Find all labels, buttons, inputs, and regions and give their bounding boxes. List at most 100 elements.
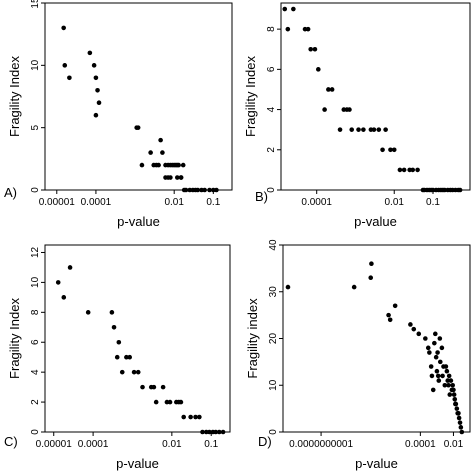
x-axis-title: p-value [116,456,159,471]
y-tick-label: 40 [268,239,279,251]
data-point [447,392,453,397]
data-point [439,345,445,351]
data-point [371,127,377,132]
data-point [178,175,184,180]
data-point [93,75,99,81]
y-tick-label: 8 [30,309,41,315]
data-point [456,411,461,416]
data-point [135,125,141,130]
data-point [376,127,382,132]
data-point [428,364,434,369]
data-point [200,429,205,435]
y-axis-title: Fragility Index [243,56,258,137]
data-point [109,310,115,315]
data-point [55,280,61,285]
x-tick-label: 0.00001 [39,197,76,208]
data-point [448,378,454,383]
data-point [291,6,296,12]
x-tick-label: 0.01 [444,439,464,450]
data-point [416,331,422,337]
data-point [174,175,180,180]
x-tick-label: 0.0000000001 [289,439,353,450]
data-point [435,373,441,379]
y-tick-label: 0 [266,187,277,193]
x-tick-label: 0.0001 [81,197,112,208]
data-point [452,396,458,402]
data-point [349,127,355,132]
data-point [180,162,186,168]
data-point [458,425,464,430]
data-point [401,167,407,173]
data-point [178,399,184,405]
data-point [95,87,100,93]
data-point [140,384,145,390]
data-point [282,6,288,12]
data-point [437,359,443,365]
data-point [322,107,327,112]
data-point [430,387,436,393]
data-point [168,175,173,180]
y-tick-label: 6 [266,66,277,72]
data-point [451,392,457,397]
panel-d: 0.0000000001 0.0001 0.01 0 10 20 30 40 p-value Fr… [245,239,471,471]
data-point [387,317,393,323]
data-point [440,373,445,379]
data-point [446,373,452,379]
x-tick-label: 0.0001 [301,197,332,208]
y-tick-label: 0 [268,429,279,435]
data-point [61,295,67,300]
y-axis-title: Fragility Index [7,298,22,379]
y-axis-title: Fragility Index [7,56,22,137]
data-point [383,127,388,132]
data-point [369,261,374,267]
data-point [119,369,125,375]
data-point [425,345,431,351]
x-axis-title: p-value [355,456,398,471]
data-point [410,167,416,173]
data-point [202,187,207,193]
data-point [62,63,68,68]
data-point [67,265,73,270]
data-point [433,354,439,360]
data-point [356,127,361,132]
data-point [167,399,173,405]
y-tick-label: 8 [266,26,277,32]
panel-label: D) [258,434,272,449]
data-point [316,67,321,72]
data-point [285,26,291,32]
y-tick-label: 30 [268,286,279,298]
data-point [116,339,122,345]
data-point [61,25,66,31]
data-point [397,167,403,173]
data-point [220,429,226,435]
data-point [351,284,357,290]
data-point [87,50,93,56]
data-point [135,369,141,375]
data-point [329,87,335,92]
y-tick-label: 2 [266,147,277,153]
data-point [450,382,455,388]
data-point [451,387,456,393]
panel-c: 0.00001 0.0001 0.01 0.1 0 2 4 6 8 10 12 p-value Frag… [4,244,231,471]
data-point [85,310,91,315]
y-tick-label: 6 [30,339,41,345]
data-point [347,107,352,112]
data-point [160,150,165,155]
data-point [188,414,193,420]
y-tick-label: 12 [30,246,41,258]
x-tick-label: 0.0001 [405,439,436,450]
data-point [326,87,331,92]
data-point [391,147,397,153]
data-point [337,127,343,132]
plot-frame [280,2,471,191]
data-point [459,429,465,435]
x-axis-title: p-value [354,214,397,229]
data-point [442,382,448,388]
x-tick-label: 0.1 [204,439,218,450]
data-point [207,187,212,193]
y-tick-label: 4 [30,369,41,375]
y-axis-title: Fragility index [245,298,260,379]
data-point [193,414,198,420]
data-point [444,368,450,374]
